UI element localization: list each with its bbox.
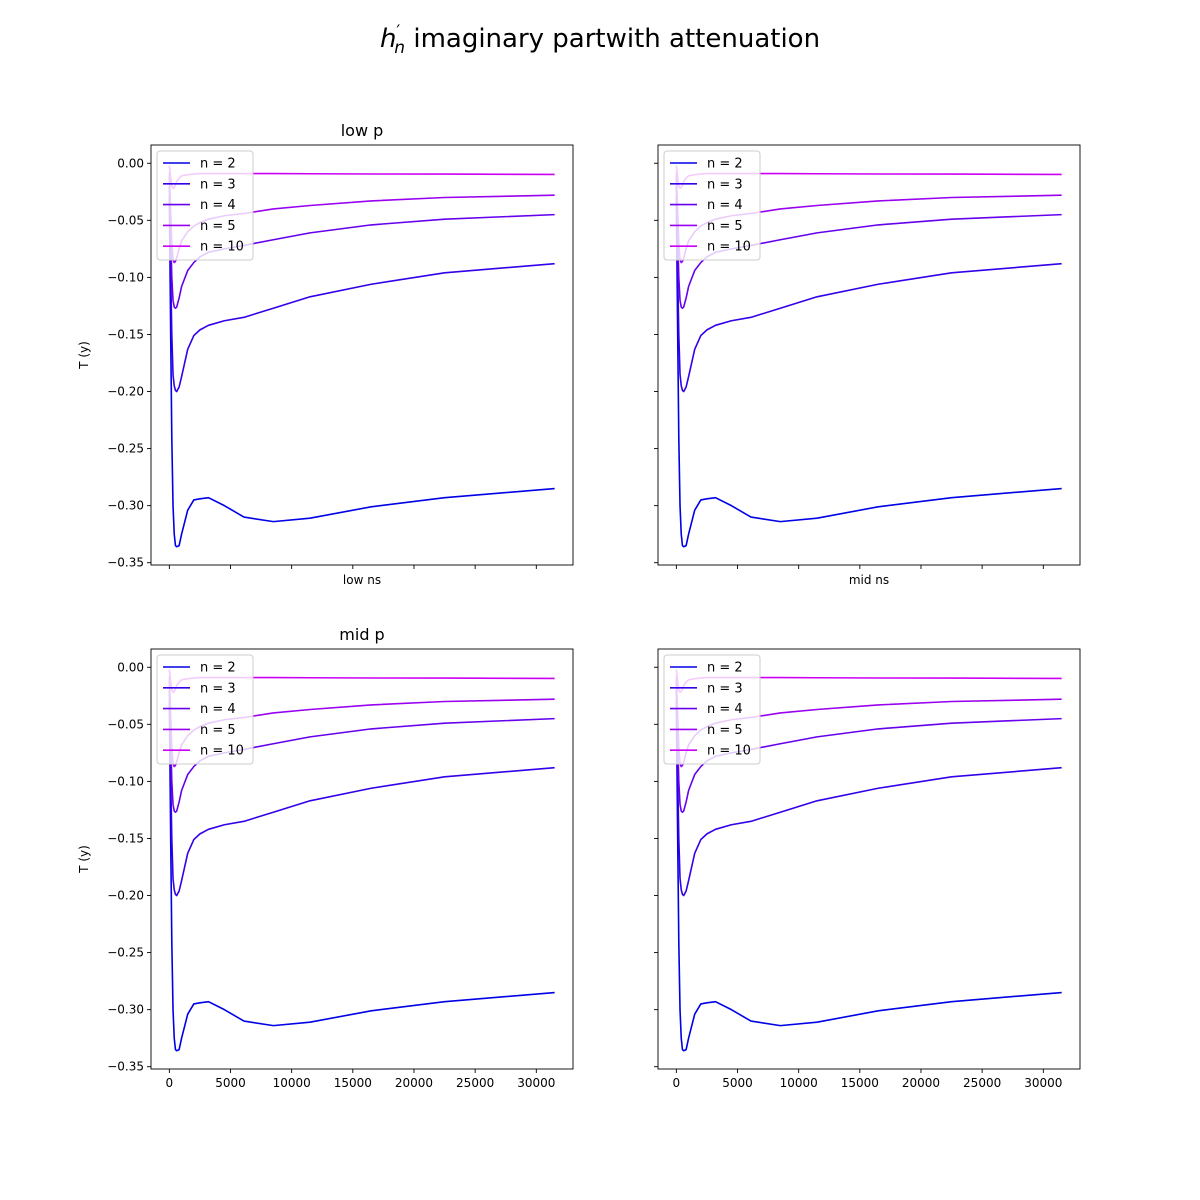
y-tick-label: −0.35 — [107, 556, 144, 570]
y-tick-label: −0.10 — [107, 270, 144, 284]
x-axis-label: mid ns — [849, 573, 889, 587]
figure-title-symbol: h — [380, 24, 396, 54]
legend-label: n = 2 — [200, 661, 236, 676]
y-tick-label: 0.00 — [117, 156, 144, 170]
legend-label: n = 4 — [200, 198, 236, 213]
y-tick-label: −0.20 — [107, 889, 144, 903]
y-tick-label: 0.00 — [117, 660, 144, 674]
series-line-n4 — [168, 680, 555, 814]
legend-label: n = 2 — [707, 157, 743, 172]
legend-label: n = 5 — [200, 219, 236, 234]
axes-frame — [657, 648, 1081, 1070]
figure-title: h′ n imaginary partwith attenuation — [380, 22, 820, 58]
y-axis-label: T (y) — [77, 845, 91, 874]
x-tick-label: 5000 — [215, 1076, 246, 1090]
legend-label: n = 3 — [200, 177, 236, 192]
axes-frame — [657, 144, 1081, 566]
legend: n = 2 n = 3 n = 4 n = 5 n = 10 — [156, 654, 254, 765]
x-tick-label: 20000 — [395, 1076, 433, 1090]
x-tick-label: 25000 — [963, 1076, 1001, 1090]
x-tick-label: 30000 — [1024, 1076, 1062, 1090]
figure-title-subscript: n — [394, 38, 405, 58]
subplot-title: low p — [341, 121, 384, 140]
series-line-n4 — [675, 680, 1062, 814]
legend-label: n = 5 — [707, 723, 743, 738]
x-tick-label: 0 — [673, 1076, 681, 1090]
subplot-2: mid ns n = 2 n = 3 n = 4 n = 5 n = 10 — [654, 144, 1081, 587]
y-tick-label: −0.25 — [107, 442, 144, 456]
legend-box — [663, 150, 761, 261]
legend: n = 2 n = 3 n = 4 n = 5 n = 10 — [663, 654, 761, 765]
legend-label: n = 5 — [200, 723, 236, 738]
x-tick-label: 10000 — [273, 1076, 311, 1090]
series-line-n4 — [168, 176, 555, 310]
y-tick-label: −0.25 — [107, 946, 144, 960]
subplot-title: mid p — [339, 625, 384, 644]
series-line-n2 — [675, 197, 1062, 548]
series-line-n2 — [168, 701, 555, 1052]
x-axis-label: low ns — [343, 573, 381, 587]
y-axis-label: T (y) — [77, 341, 91, 370]
series-line-n2 — [675, 701, 1062, 1052]
y-tick-label: −0.30 — [107, 1003, 144, 1017]
x-tick-label: 25000 — [456, 1076, 494, 1090]
y-tick-label: −0.10 — [107, 774, 144, 788]
y-tick-label: −0.20 — [107, 385, 144, 399]
legend-box — [156, 654, 254, 765]
axes-frame — [150, 144, 574, 566]
legend-label: n = 3 — [707, 177, 743, 192]
y-tick-label: −0.35 — [107, 1060, 144, 1074]
subplot-3: 0.00 −0.05 −0.10 −0.15 −0.20 −0.25 −0.30 −0.35 0… — [77, 625, 574, 1090]
legend-label: n = 2 — [200, 157, 236, 172]
legend-label: n = 4 — [707, 198, 743, 213]
series-line-n3 — [168, 186, 555, 393]
legend-label: n = 5 — [707, 219, 743, 234]
legend-label: n = 10 — [707, 240, 751, 255]
x-tick-label: 30000 — [517, 1076, 555, 1090]
subplot-1: 0.00 −0.05 −0.10 −0.15 −0.20 −0.25 −0.30 −0.35 l… — [77, 121, 574, 587]
x-tick-label: 15000 — [841, 1076, 879, 1090]
legend-label: n = 10 — [200, 240, 244, 255]
series-line-n4 — [675, 176, 1062, 310]
y-tick-label: −0.05 — [107, 213, 144, 227]
figure-title-text: imaginary partwith attenuation — [405, 24, 820, 54]
x-tick-label: 15000 — [334, 1076, 372, 1090]
series-line-n3 — [675, 690, 1062, 897]
subplot-4: 0 5000 10000 15000 20000 25000 30000 n = 2 n = 3… — [654, 648, 1081, 1090]
x-tick-label: 0 — [166, 1076, 174, 1090]
legend-label: n = 2 — [707, 661, 743, 676]
series-line-n2 — [168, 197, 555, 548]
series-line-n3 — [675, 186, 1062, 393]
legend-label: n = 3 — [707, 681, 743, 696]
series-line-n3 — [168, 690, 555, 897]
legend: n = 2 n = 3 n = 4 n = 5 n = 10 — [663, 150, 761, 261]
legend-box — [663, 654, 761, 765]
x-tick-label: 20000 — [902, 1076, 940, 1090]
y-tick-label: −0.15 — [107, 327, 144, 341]
legend-label: n = 4 — [707, 702, 743, 717]
subplot-grid: 0.00 −0.05 −0.10 −0.15 −0.20 −0.25 −0.30 −0.35 l… — [77, 121, 1081, 1090]
axes-frame — [150, 648, 574, 1070]
legend: n = 2 n = 3 n = 4 n = 5 n = 10 — [156, 150, 254, 261]
y-tick-label: −0.05 — [107, 717, 144, 731]
x-tick-label: 10000 — [780, 1076, 818, 1090]
y-tick-label: −0.30 — [107, 499, 144, 513]
legend-label: n = 3 — [200, 681, 236, 696]
figure-title-prime: ′ — [396, 22, 400, 42]
legend-label: n = 10 — [707, 744, 751, 759]
legend-label: n = 4 — [200, 702, 236, 717]
x-tick-label: 5000 — [722, 1076, 753, 1090]
legend-box — [156, 150, 254, 261]
legend-label: n = 10 — [200, 744, 244, 759]
y-tick-label: −0.15 — [107, 831, 144, 845]
